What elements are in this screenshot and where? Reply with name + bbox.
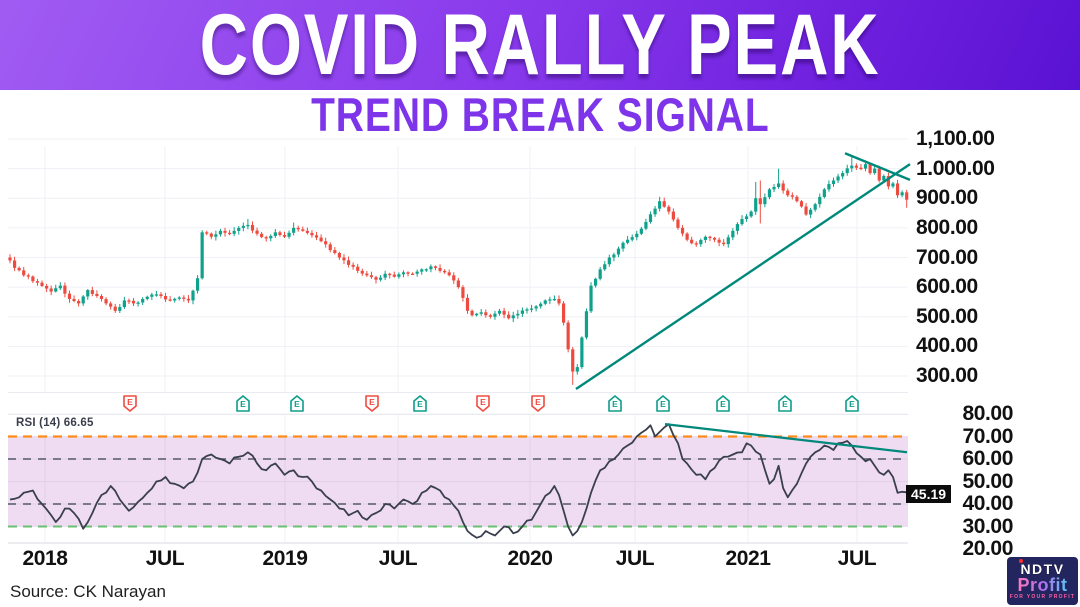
rsi-indicator-label: RSI (14) 66.65	[16, 417, 94, 429]
earnings-badge-icon: E	[365, 395, 379, 412]
logo-ndtv-text: NDTV	[1020, 560, 1065, 577]
subtitle-band: TREND BREAK SIGNAL	[0, 87, 1080, 141]
svg-text:E: E	[849, 399, 855, 409]
svg-text:E: E	[535, 397, 541, 407]
svg-text:E: E	[720, 399, 726, 409]
svg-text:E: E	[782, 399, 788, 409]
logo-tagline-text: FOR YOUR PROFIT	[1009, 593, 1076, 600]
earnings-badge-icon: E	[290, 395, 304, 412]
earnings-badge-icon: E	[778, 395, 792, 412]
svg-text:E: E	[127, 397, 133, 407]
earnings-badge-icon: E	[476, 395, 490, 412]
subtitle: TREND BREAK SIGNAL	[310, 87, 770, 141]
earnings-badge-icon: E	[656, 395, 670, 412]
earnings-badge-icon: E	[413, 395, 427, 412]
source-attribution: Source: CK Narayan	[10, 582, 166, 601]
earnings-badge-icon: E	[845, 395, 859, 412]
svg-text:E: E	[417, 399, 423, 409]
rsi-last-value-tag: 45.19	[906, 485, 952, 503]
title-banner: COVID RALLY PEAK	[0, 0, 1080, 93]
ndtv-profit-logo: NDTV Profit FOR YOUR PROFIT	[1007, 557, 1078, 605]
earnings-badge-icon: E	[123, 395, 137, 412]
logo-red-dot-icon	[1019, 559, 1023, 563]
svg-text:E: E	[660, 399, 666, 409]
main-title: COVID RALLY PEAK	[199, 0, 881, 93]
logo-profit-text: Profit	[1017, 574, 1068, 595]
earnings-badge-icon: E	[716, 395, 730, 412]
svg-text:E: E	[369, 397, 375, 407]
earnings-badge-icon: E	[531, 395, 545, 412]
earnings-badge-icon: E	[608, 395, 622, 412]
svg-text:E: E	[240, 399, 246, 409]
svg-text:E: E	[612, 399, 618, 409]
earnings-badge-icon: E	[236, 395, 250, 412]
svg-text:E: E	[480, 397, 486, 407]
svg-text:E: E	[294, 399, 300, 409]
